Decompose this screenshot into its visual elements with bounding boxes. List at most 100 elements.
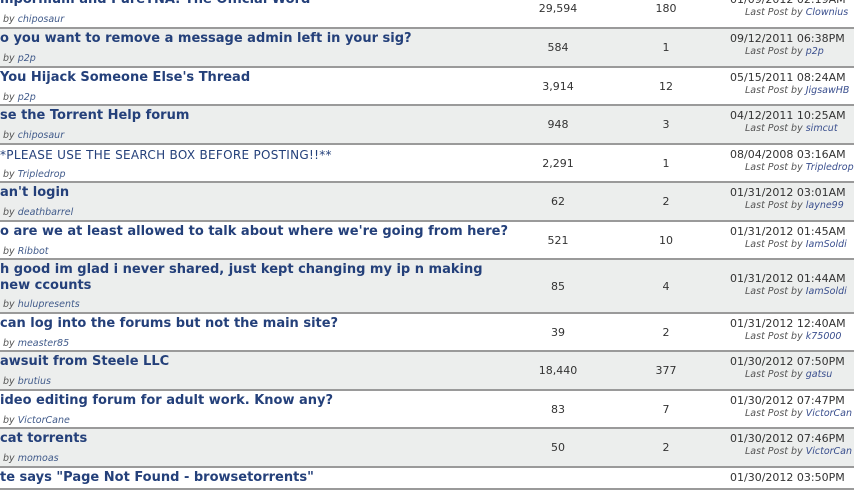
thread-author: by Ribbot xyxy=(3,246,49,257)
views-count: 29,594 xyxy=(538,2,578,15)
thread-title-link[interactable]: an't login xyxy=(0,185,70,200)
table-row[interactable]: You Hijack Someone Else's Thread by p2p 3,… xyxy=(0,68,854,106)
last-post-date: 01/30/2012 07:50PM xyxy=(730,355,845,368)
last-post-user-link[interactable]: Tripledrop xyxy=(805,162,854,173)
last-post-user-link[interactable]: gatsu xyxy=(805,369,833,380)
thread-title-link[interactable]: se the Torrent Help forum xyxy=(0,108,190,123)
last-post-by: Last Post by IamSoldi xyxy=(745,239,847,250)
author-link[interactable]: p2p xyxy=(17,53,36,64)
last-post-label: Last Post by xyxy=(745,408,803,419)
last-post-date: 09/12/2011 06:38PM xyxy=(730,32,845,45)
by-label: by xyxy=(3,453,15,464)
last-post-date: 01/30/2012 07:47PM xyxy=(730,394,845,407)
last-post-by: Last Post by k75000 xyxy=(745,331,841,342)
last-post-user-link[interactable]: IamSoldi xyxy=(805,239,847,250)
last-post-user-link[interactable]: Clownius xyxy=(805,7,849,18)
table-row[interactable]: ideo editing forum for adult work. Know … xyxy=(0,391,854,429)
thread-title-link[interactable]: awsuit from Steele LLC xyxy=(0,354,170,369)
last-post-user-link[interactable]: VictorCan xyxy=(805,446,853,457)
thread-author: by p2p xyxy=(3,92,36,103)
by-label: by xyxy=(3,338,15,349)
table-row[interactable]: cat torrents by momoas 50 2 01/30/2012 07:46… xyxy=(0,429,854,468)
by-label: by xyxy=(3,246,15,257)
last-post-date: 01/31/2012 01:44AM xyxy=(730,272,846,285)
author-link[interactable]: momoas xyxy=(17,453,59,464)
last-post-label: Last Post by xyxy=(745,331,803,342)
last-post-by: Last Post by layne99 xyxy=(745,200,844,211)
last-post-date: 04/12/2011 10:25AM xyxy=(730,109,846,122)
last-post-label: Last Post by xyxy=(745,369,803,380)
thread-author: by hulupresents xyxy=(3,299,80,310)
thread-author: by measter85 xyxy=(3,338,69,349)
replies-count: 180 xyxy=(655,2,677,15)
last-post-label: Last Post by xyxy=(745,286,803,297)
table-row[interactable]: h good im glad i never shared, just kept… xyxy=(0,260,854,314)
by-label: by xyxy=(3,207,15,218)
views-count: 584 xyxy=(547,41,569,54)
last-post-date: 01/30/2012 03:50PM xyxy=(730,471,845,484)
thread-title-link[interactable]: cat torrents xyxy=(0,431,88,446)
replies-count: 7 xyxy=(662,403,670,416)
table-row[interactable]: te says "Page Not Found - browsetorrents… xyxy=(0,468,854,490)
author-link[interactable]: Ribbot xyxy=(17,246,49,257)
views-count: 948 xyxy=(547,118,569,131)
last-post-by: Last Post by VictorCan xyxy=(745,446,852,457)
table-row[interactable]: an't login by deathbarrel 62 2 01/31/2012 03… xyxy=(0,183,854,222)
table-row[interactable]: *PLEASE USE THE SEARCH BOX BEFORE POSTIN… xyxy=(0,145,854,183)
table-row[interactable]: awsuit from Steele LLC by brutius 18,440 37… xyxy=(0,352,854,391)
last-post-date: 01/30/2012 07:46PM xyxy=(730,432,845,445)
thread-title-link[interactable]: o you want to remove a message admin lef… xyxy=(0,31,412,46)
views-count: 3,914 xyxy=(542,80,574,93)
views-count: 62 xyxy=(551,195,565,208)
author-link[interactable]: chiposaur xyxy=(17,14,65,25)
replies-count: 2 xyxy=(662,441,670,454)
last-post-label: Last Post by xyxy=(745,46,803,57)
thread-title-link[interactable]: te says "Page Not Found - browsetorrents… xyxy=(0,470,314,485)
thread-title-link[interactable]: h good im glad i never shared, just kept… xyxy=(0,262,483,293)
table-row[interactable]: o you want to remove a message admin lef… xyxy=(0,29,854,68)
last-post-user-link[interactable]: layne99 xyxy=(805,200,844,211)
table-row[interactable]: can log into the forums but not the main… xyxy=(0,314,854,352)
thread-title-link[interactable]: *PLEASE USE THE SEARCH BOX BEFORE POSTIN… xyxy=(0,148,332,162)
thread-title-link[interactable]: ideo editing forum for adult work. Know … xyxy=(0,393,334,408)
views-count: 50 xyxy=(551,441,565,454)
last-post-date: 01/31/2012 01:45AM xyxy=(730,225,846,238)
author-link[interactable]: hulupresents xyxy=(17,299,80,310)
thread-author: by deathbarrel xyxy=(3,207,73,218)
last-post-by: Last Post by Clownius xyxy=(745,7,848,18)
last-post-by: Last Post by Tripledrop xyxy=(745,162,854,173)
last-post-user-link[interactable]: k75000 xyxy=(805,331,842,342)
thread-title-link[interactable]: mpornium and PureTNA: The Official Word xyxy=(0,0,510,8)
author-link[interactable]: Tripledrop xyxy=(17,169,66,180)
table-row[interactable]: o are we at least allowed to talk about … xyxy=(0,222,854,260)
replies-count: 1 xyxy=(662,41,670,54)
thread-title-link[interactable]: o are we at least allowed to talk about … xyxy=(0,224,509,239)
last-post-label: Last Post by xyxy=(745,85,803,96)
last-post-label: Last Post by xyxy=(745,239,803,250)
author-link[interactable]: measter85 xyxy=(17,338,70,349)
author-link[interactable]: brutius xyxy=(17,376,51,387)
thread-title-link[interactable]: You Hijack Someone Else's Thread xyxy=(0,70,251,85)
last-post-user-link[interactable]: p2p xyxy=(805,46,824,57)
last-post-user-link[interactable]: VictorCan xyxy=(805,408,853,419)
table-row[interactable]: mpornium and PureTNA: The Official Word b… xyxy=(0,0,854,29)
author-link[interactable]: chiposaur xyxy=(17,130,65,141)
last-post-label: Last Post by xyxy=(745,200,803,211)
by-label: by xyxy=(3,415,15,426)
by-label: by xyxy=(3,169,15,180)
last-post-user-link[interactable]: simcut xyxy=(805,123,838,134)
author-link[interactable]: p2p xyxy=(17,92,36,103)
author-link[interactable]: VictorCane xyxy=(17,415,70,426)
views-count: 83 xyxy=(551,403,565,416)
last-post-by: Last Post by VictorCan xyxy=(745,408,852,419)
replies-count: 2 xyxy=(662,195,670,208)
views-count: 85 xyxy=(551,280,565,293)
thread-author: by p2p xyxy=(3,53,36,64)
last-post-user-link[interactable]: JigsawHB xyxy=(805,85,850,96)
last-post-by: Last Post by p2p xyxy=(745,46,824,57)
last-post-user-link[interactable]: IamSoldi xyxy=(805,286,847,297)
thread-title-link[interactable]: can log into the forums but not the main… xyxy=(0,316,339,331)
author-link[interactable]: deathbarrel xyxy=(17,207,74,218)
table-row[interactable]: se the Torrent Help forum by chiposaur 948… xyxy=(0,106,854,145)
by-label: by xyxy=(3,53,15,64)
